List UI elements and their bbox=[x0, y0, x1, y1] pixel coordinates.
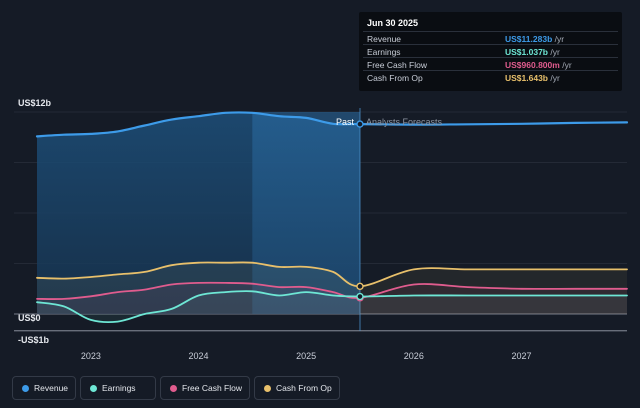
x-tick-label: 2026 bbox=[404, 351, 424, 361]
y-tick-label: US$12b bbox=[18, 98, 52, 108]
tooltip-label: Free Cash Flow bbox=[367, 60, 427, 70]
tooltip-value: US$1.643b /yr bbox=[505, 73, 560, 83]
legend-item-revenue[interactable]: Revenue bbox=[12, 376, 76, 400]
x-tick-label: 2025 bbox=[296, 351, 316, 361]
series-area-earnings bbox=[37, 291, 627, 322]
series-line-cash-from-op bbox=[36, 261, 628, 288]
revenue-dot-icon bbox=[22, 385, 29, 392]
text-layer: US$12b US$0 -US$1b 2023 2024 2025 2026 2027 Past… bbox=[18, 98, 532, 361]
free-cash-flow-dot-icon bbox=[170, 385, 177, 392]
series-line-free-cash-flow bbox=[36, 281, 628, 300]
tooltip-row-revenue: Revenue US$11.283b /yr bbox=[363, 31, 618, 45]
series-marker-cash-from-op bbox=[356, 282, 364, 291]
tooltip-value: US$960.800m /yr bbox=[505, 60, 572, 70]
series-area-cash-from-op bbox=[37, 262, 627, 314]
tooltip-label: Earnings bbox=[367, 47, 401, 57]
legend-item-free-cash-flow[interactable]: Free Cash Flow bbox=[160, 376, 250, 400]
area-layer bbox=[37, 108, 627, 331]
series-line-revenue bbox=[35, 111, 629, 138]
x-tick-label: 2027 bbox=[511, 351, 531, 361]
cash-from-op-dot-icon bbox=[264, 385, 271, 392]
tooltip-date: Jun 30 2025 bbox=[367, 18, 419, 28]
earnings-dot-icon bbox=[90, 385, 97, 392]
tooltip-row-cash-from-op: Cash From Op US$1.643b /yr bbox=[363, 70, 618, 84]
tooltip-label: Revenue bbox=[367, 34, 402, 44]
tooltip-label: Cash From Op bbox=[367, 73, 423, 83]
legend-label: Free Cash Flow bbox=[182, 383, 242, 393]
x-tick-label: 2023 bbox=[81, 351, 101, 361]
legend-item-cash-from-op[interactable]: Cash From Op bbox=[254, 376, 340, 400]
series-marker-earnings bbox=[356, 292, 364, 301]
tooltip-value: US$1.037b /yr bbox=[505, 47, 560, 57]
legend-label: Revenue bbox=[34, 383, 69, 393]
tooltip-value: US$11.283b /yr bbox=[505, 34, 565, 44]
series-area-free-cash-flow bbox=[37, 282, 627, 314]
legend-label: Earnings bbox=[102, 383, 136, 393]
highlight-band bbox=[252, 112, 360, 314]
line-layer bbox=[35, 111, 629, 324]
x-tick-label: 2024 bbox=[188, 351, 208, 361]
legend-label: Cash From Op bbox=[276, 383, 332, 393]
past-label: Past bbox=[336, 117, 355, 127]
y-tick-label: -US$1b bbox=[18, 335, 50, 345]
series-marker-revenue bbox=[356, 120, 364, 128]
series-line-earnings bbox=[36, 290, 628, 324]
tooltip-row-free-cash-flow: Free Cash Flow US$960.800m /yr bbox=[363, 57, 618, 71]
tooltip: Jun 30 2025 Revenue US$11.283b /yr Earni… bbox=[359, 12, 622, 91]
y-tick-label: US$0 bbox=[18, 313, 41, 323]
legend-item-earnings[interactable]: Earnings bbox=[80, 376, 156, 400]
tooltip-row-earnings: Earnings US$1.037b /yr bbox=[363, 44, 618, 58]
forecast-label: Analysts Forecasts bbox=[366, 117, 443, 127]
